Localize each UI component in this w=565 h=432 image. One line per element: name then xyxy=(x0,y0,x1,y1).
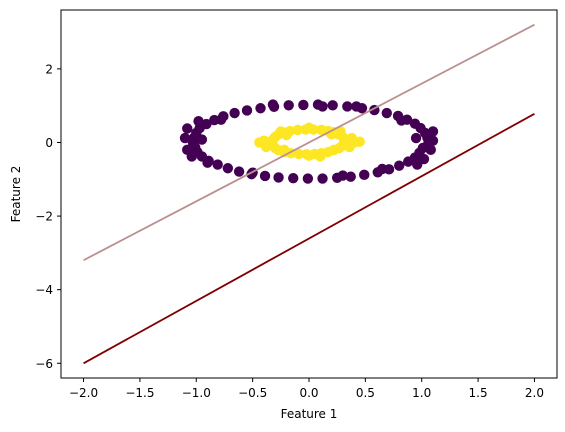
data-point-class-0 xyxy=(412,159,423,170)
data-point-class-0 xyxy=(288,172,299,184)
data-point-class-1 xyxy=(328,144,339,156)
data-point-class-0 xyxy=(267,99,279,110)
x-tick-label: −1.5 xyxy=(125,386,154,400)
data-point-class-1 xyxy=(346,132,358,144)
data-point-class-0 xyxy=(233,166,245,177)
y-tick-label: −4 xyxy=(35,283,53,297)
data-point-class-0 xyxy=(273,172,284,183)
data-point-class-0 xyxy=(179,132,191,144)
data-point-class-1 xyxy=(293,148,305,160)
data-point-class-0 xyxy=(298,99,309,111)
data-point-class-0 xyxy=(215,114,227,125)
data-point-class-0 xyxy=(393,160,405,171)
data-point-class-1 xyxy=(254,137,265,148)
data-point-class-0 xyxy=(229,107,240,119)
data-point-class-0 xyxy=(327,100,338,111)
data-point-class-0 xyxy=(259,170,271,182)
x-tick-label: −0.5 xyxy=(238,386,267,400)
data-point-class-0 xyxy=(255,103,266,114)
x-tick-label: −1.0 xyxy=(182,386,211,400)
data-point-class-1 xyxy=(335,126,346,137)
data-point-class-0 xyxy=(417,142,429,154)
data-point-class-0 xyxy=(410,132,422,144)
data-point-class-1 xyxy=(354,136,365,147)
data-point-class-1 xyxy=(275,126,287,137)
data-point-class-1 xyxy=(292,124,303,136)
x-axis-label: Feature 1 xyxy=(281,407,338,421)
data-point-class-0 xyxy=(351,101,362,112)
data-point-class-0 xyxy=(317,101,328,112)
data-point-class-0 xyxy=(186,151,197,162)
data-point-class-1 xyxy=(315,151,326,162)
data-point-class-0 xyxy=(202,157,213,168)
data-point-class-0 xyxy=(196,134,208,145)
y-tick-label: 0 xyxy=(45,136,53,150)
data-point-class-1 xyxy=(344,141,355,153)
x-tick-label: 1.0 xyxy=(412,386,431,400)
data-point-class-0 xyxy=(345,171,356,182)
data-point-class-0 xyxy=(377,163,388,175)
data-point-class-1 xyxy=(279,144,290,156)
data-point-class-0 xyxy=(302,173,314,184)
data-point-class-0 xyxy=(337,170,349,181)
data-point-class-0 xyxy=(193,115,204,127)
x-tick-label: 2.0 xyxy=(525,386,544,400)
y-tick-label: −2 xyxy=(35,210,53,224)
data-point-class-0 xyxy=(342,101,353,112)
data-point-class-1 xyxy=(303,150,315,161)
x-tick-label: 0.5 xyxy=(356,386,375,400)
x-tick-label: 0.0 xyxy=(299,386,318,400)
x-tick-label: −2.0 xyxy=(69,386,98,400)
data-point-class-0 xyxy=(425,144,436,156)
ticks: −2.0 −1.5 −1.0 −0.5 0.0 0.5 1.0 1.5 2.0 −6 −4 −2 0 2 xyxy=(35,62,544,400)
data-point-class-0 xyxy=(283,100,294,111)
data-point-class-0 xyxy=(381,107,392,119)
decision-line-2 xyxy=(83,23,535,262)
decision-line-3 xyxy=(83,112,535,365)
data-point-class-0 xyxy=(317,173,328,184)
data-point-class-0 xyxy=(359,169,370,181)
axes-frame xyxy=(60,9,558,379)
data-point-class-0 xyxy=(241,105,253,116)
data-point-class-0 xyxy=(427,135,439,146)
data-point-class-0 xyxy=(396,115,407,126)
y-tick-label: −6 xyxy=(35,357,53,371)
data-point-class-0 xyxy=(182,123,193,134)
y-tick-label: 2 xyxy=(45,62,53,76)
data-point-class-0 xyxy=(409,118,421,129)
data-point-class-1 xyxy=(303,122,315,133)
data-point-class-0 xyxy=(222,163,234,174)
x-tick-label: 1.5 xyxy=(469,386,488,400)
plot-area xyxy=(83,23,535,365)
y-axis-label: Feature 2 xyxy=(9,166,23,223)
data-point-class-0 xyxy=(212,159,223,170)
data-point-class-1 xyxy=(316,124,327,136)
data-point-class-0 xyxy=(427,126,439,137)
